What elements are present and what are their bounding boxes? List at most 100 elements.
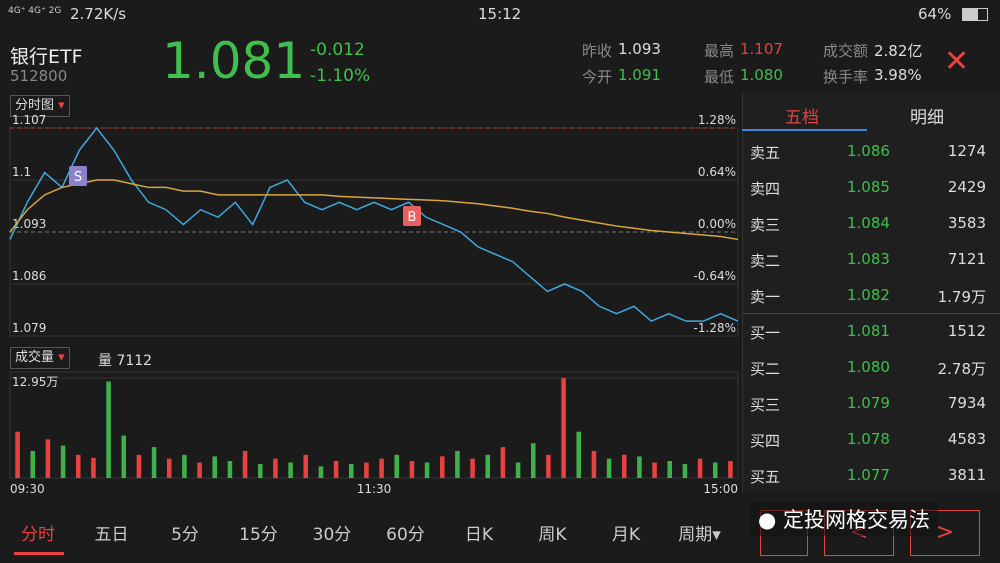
bottom-tab[interactable]: 日K: [464, 525, 494, 545]
bottom-tab-underline: [14, 552, 64, 555]
volume-bar: [409, 461, 415, 478]
book-tab[interactable]: 明细: [910, 108, 944, 128]
change-percent: -1.10%: [310, 66, 371, 86]
volume-bar: [379, 458, 384, 478]
volume-bar: [30, 450, 36, 478]
stat-label: 今开: [581, 68, 612, 86]
network: 4G⁺ 4G⁺ 2G: [8, 6, 62, 16]
book-level: 买五: [750, 468, 781, 486]
bottom-tab[interactable]: 30分: [312, 525, 352, 545]
y2-tick-label: 0.00%: [698, 217, 736, 231]
y2-tick-label: 0.64%: [698, 165, 736, 179]
volume-bar: [45, 439, 51, 478]
volume-bar: [166, 458, 172, 478]
volume-bar: [242, 450, 248, 478]
x-tick-label: 11:30: [357, 482, 392, 496]
bottom-tab[interactable]: 分时: [21, 525, 55, 545]
book-volume: 3811: [947, 466, 986, 484]
volume-bar: [667, 461, 673, 478]
y2-tick-label: -1.28%: [694, 321, 736, 335]
bottom-tab[interactable]: 5分: [171, 525, 199, 545]
volume-bar: [197, 462, 202, 478]
chart-selector[interactable]: 分时图 ▾: [10, 95, 70, 117]
price: 1.081: [162, 32, 306, 90]
volume-bar: [91, 457, 96, 478]
volume-bar: [151, 447, 157, 478]
book-price: 1.083: [847, 250, 890, 268]
book-volume: 1274: [947, 142, 986, 160]
order-book: [742, 92, 1000, 492]
book-price: 1.086: [847, 142, 890, 160]
watermark-text: 定投网格交易法: [783, 508, 930, 532]
book-volume: 3583: [947, 214, 986, 232]
bottom-tab[interactable]: 60分: [386, 525, 425, 545]
book-volume: 4583: [947, 430, 986, 448]
book-volume: 2.78万: [937, 360, 986, 378]
volume-label: 成交量: [15, 350, 55, 365]
volume-bar: [455, 450, 460, 478]
volume-bar: [318, 466, 324, 478]
book-tab[interactable]: 五档: [785, 108, 819, 128]
stat-label: 成交额: [822, 42, 868, 60]
stat-label: 最低: [703, 68, 734, 86]
stat-label: 昨收: [581, 42, 612, 60]
y-tick-label: 1.086: [12, 269, 46, 283]
volume-bar: [546, 454, 551, 478]
close-button[interactable]: ✕: [944, 44, 970, 79]
bottom-tab[interactable]: 五日: [94, 525, 129, 545]
y-tick-label: 1.079: [12, 321, 46, 335]
book-level: 卖五: [750, 144, 781, 162]
volume-bar: [515, 462, 521, 478]
volume-bar: [364, 462, 369, 478]
volume-selector[interactable]: 成交量 ▾: [10, 347, 70, 369]
book-price: 1.079: [847, 394, 890, 412]
volume-bar: [728, 461, 733, 478]
volume-bar: [530, 443, 536, 478]
book-volume: 2429: [947, 178, 986, 196]
volume-bar: [591, 450, 597, 478]
volume-bar: [621, 454, 627, 478]
volume-bar: [485, 454, 491, 478]
fund-code: 512800: [10, 67, 68, 85]
volume-bar: [273, 458, 278, 478]
book-volume: 1.79万: [937, 288, 986, 306]
book-volume: 1512: [947, 322, 986, 340]
volume-bar: [288, 462, 293, 478]
book-level: 买四: [750, 432, 781, 450]
trade-marker: [403, 206, 421, 226]
stat-value: 1.080: [740, 66, 783, 84]
stat-value: 3.98%: [874, 66, 922, 84]
bottom-tab[interactable]: 15分: [239, 525, 278, 545]
book-level: 买二: [750, 360, 781, 378]
volume-bar: [652, 462, 657, 478]
chart-selector-label: 分时图: [15, 98, 55, 113]
watermark: ● 定投网格交易法: [750, 502, 938, 536]
volume-bar: [424, 462, 430, 478]
volume-bar: [257, 464, 263, 478]
stat-value: 1.091: [618, 66, 661, 84]
volume-bar: [682, 464, 688, 478]
book-level: 买三: [750, 396, 781, 414]
volume-bar: [15, 431, 20, 478]
book-price: 1.085: [847, 178, 890, 196]
volume-bar: [121, 435, 127, 478]
stat-label: 换手率: [822, 68, 868, 86]
book-level: 买一: [750, 324, 781, 342]
speed: 2.72K/s: [70, 5, 127, 23]
bottom-tab[interactable]: 周期▾: [678, 525, 721, 545]
price-line: [9, 126, 739, 323]
volume-bar: [75, 454, 81, 478]
bottom-tab[interactable]: 周K: [538, 525, 567, 545]
book-price: 1.077: [847, 466, 890, 484]
volume-tick-label: 12.95万: [12, 375, 58, 389]
volume-bar: [500, 447, 506, 478]
volume-bar: [576, 431, 582, 478]
volume-bar: [637, 456, 642, 478]
bottom-tab[interactable]: 月K: [611, 525, 641, 545]
volume-bar: [303, 454, 309, 478]
y2-tick-label: 1.28%: [698, 113, 736, 127]
book-level: 卖三: [750, 216, 781, 234]
volume-bar: [439, 456, 445, 478]
